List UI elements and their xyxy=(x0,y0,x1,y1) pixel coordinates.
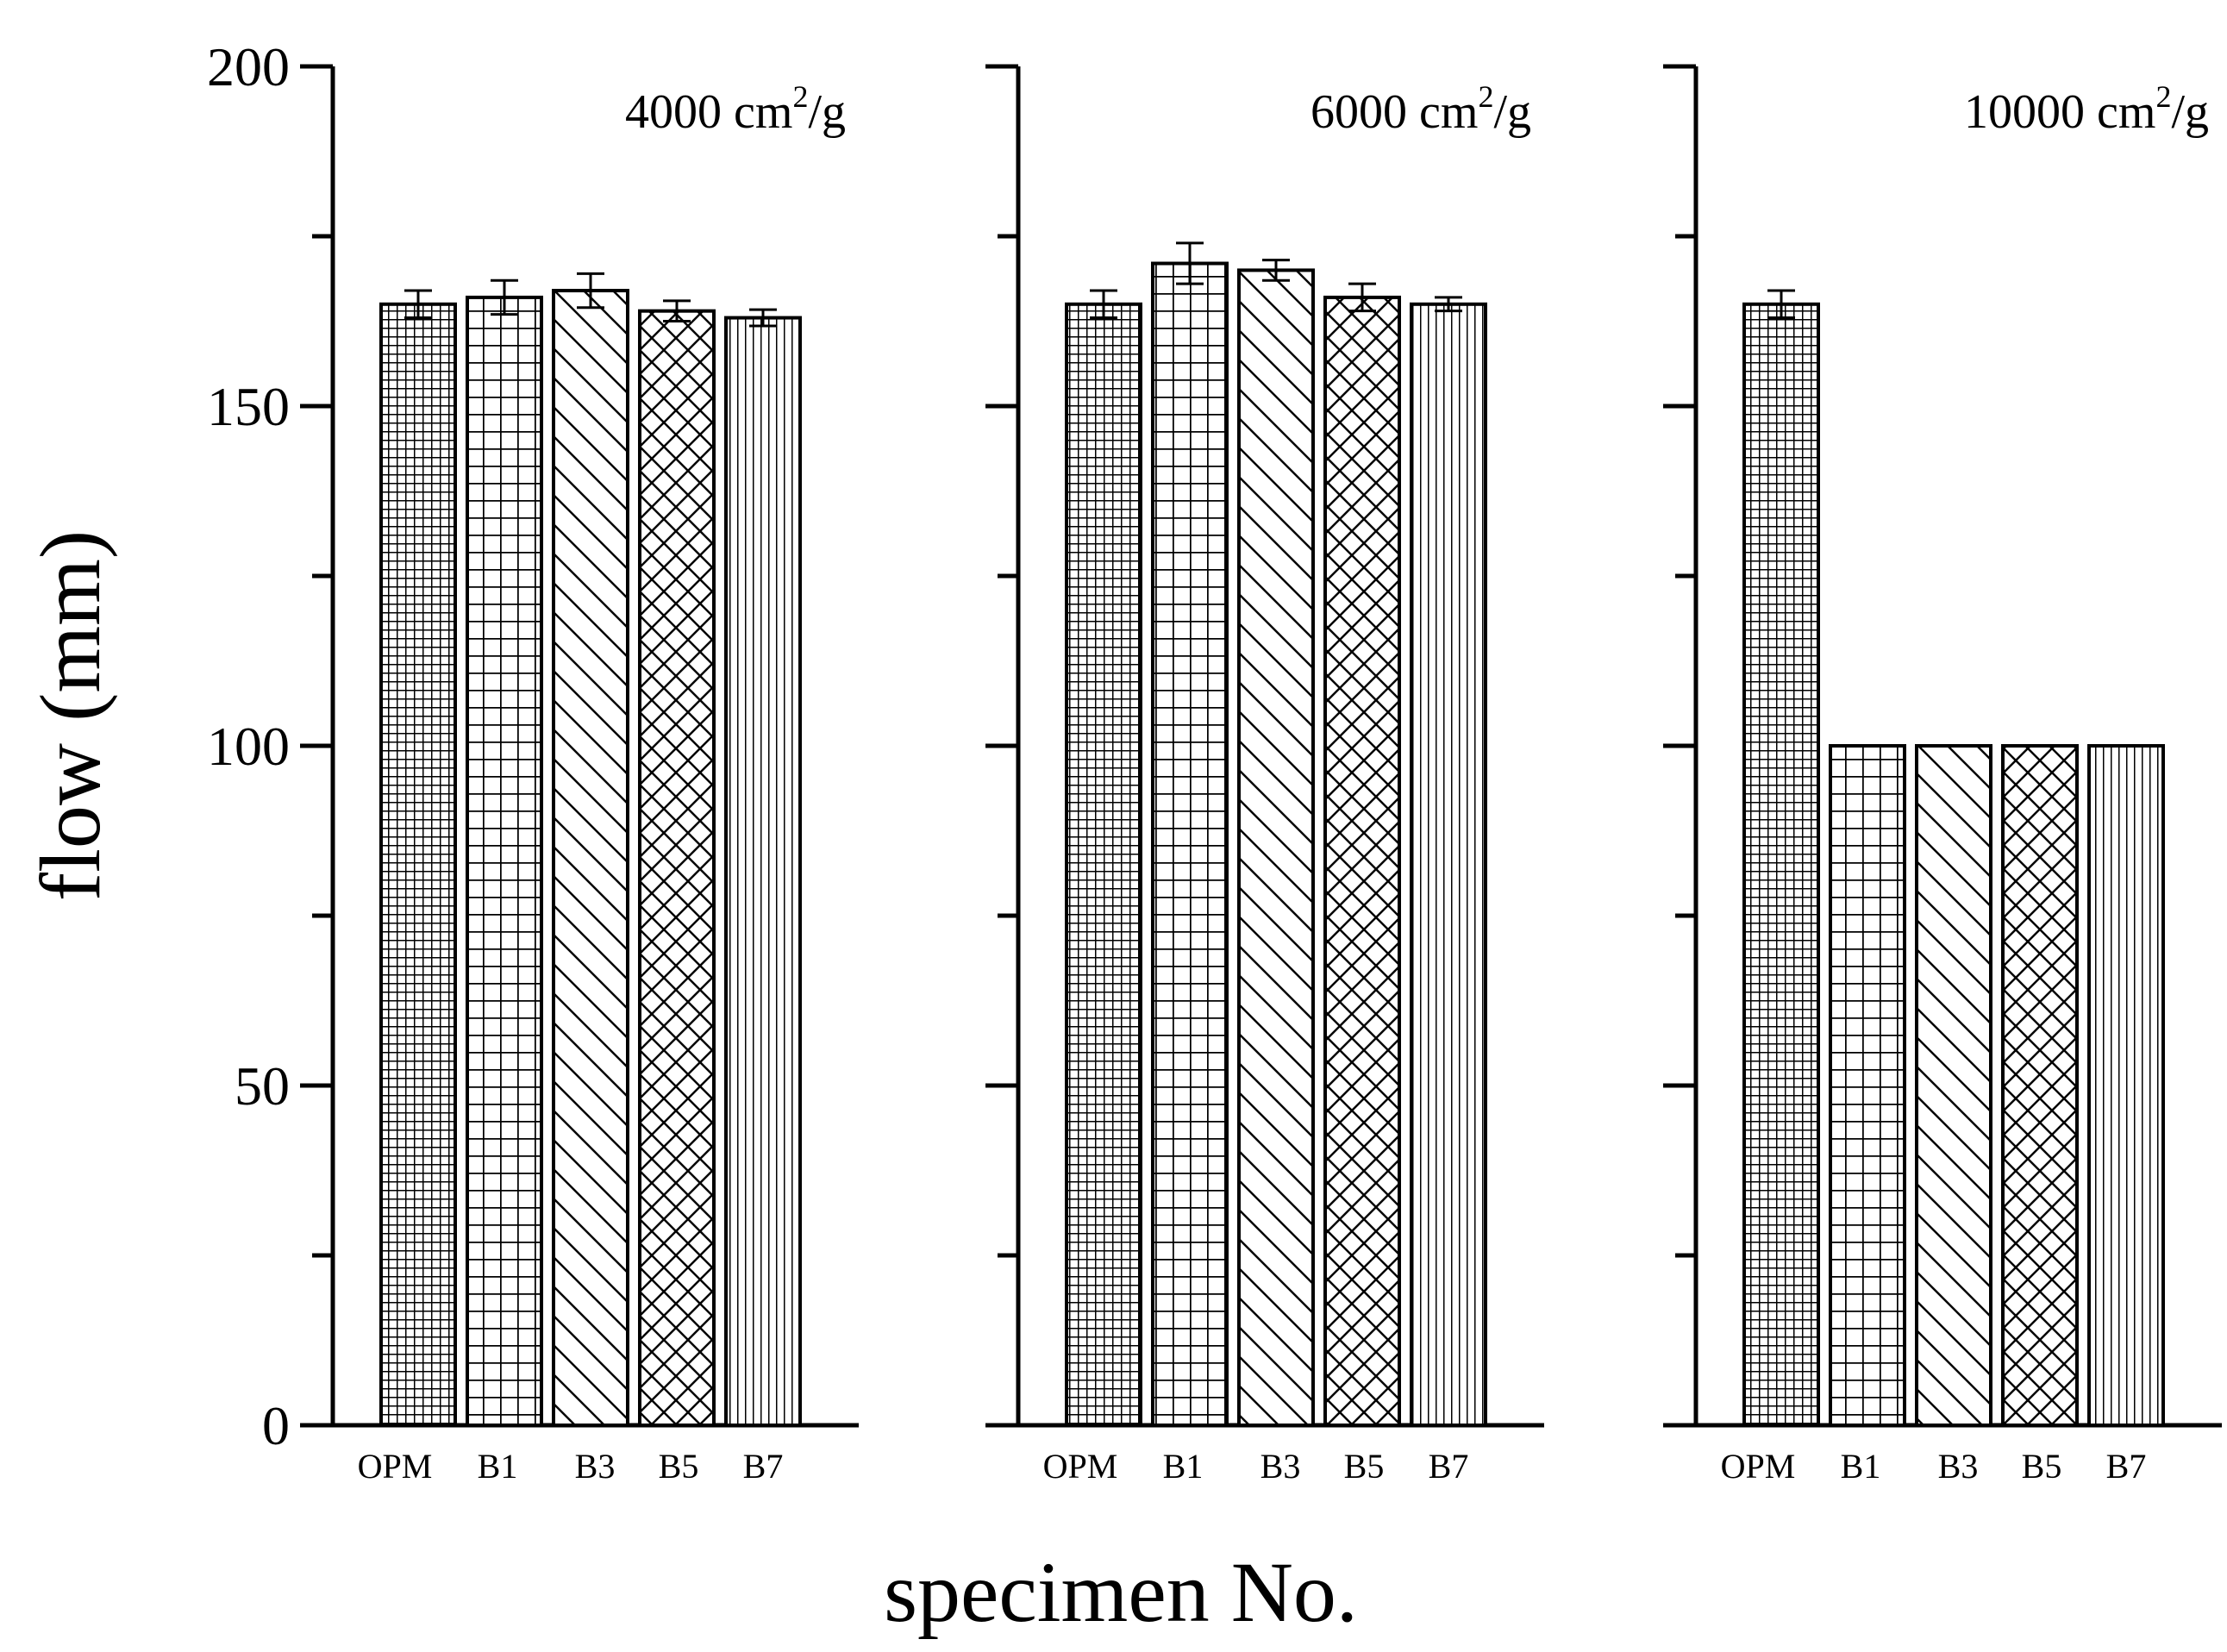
bar-b5 xyxy=(1323,295,1401,1427)
bar-b5 xyxy=(2001,744,2079,1427)
bar-opm xyxy=(1742,302,1820,1427)
bar-b7 xyxy=(2087,744,2165,1427)
category-label: B1 xyxy=(478,1447,518,1486)
y-tick-label: 100 xyxy=(207,716,290,777)
bar-b1 xyxy=(1151,261,1229,1427)
bar-opm xyxy=(1065,302,1142,1427)
panel-1: 0 50 100 150 200 4000 cm2/g OPM B1 B3 B5 B7 xyxy=(207,36,859,1486)
bar-b3 xyxy=(1915,744,1992,1427)
category-label: B1 xyxy=(1841,1447,1881,1486)
category-label: OPM xyxy=(1043,1447,1118,1486)
x-axis-title: specimen No. xyxy=(884,1544,1358,1640)
category-label: B5 xyxy=(659,1447,699,1486)
category-label: B5 xyxy=(2022,1447,2062,1486)
error-bar xyxy=(663,299,691,322)
error-bar xyxy=(577,272,604,310)
error-bar xyxy=(491,278,518,316)
panel-label: 4000 cm2/g xyxy=(625,79,846,139)
category-label: B7 xyxy=(1429,1447,1469,1486)
panel-label: 10000 cm2/g xyxy=(1964,79,2209,139)
panel-3: 10000 cm2/g OPM B1 B3 B5 B7 xyxy=(1663,64,2222,1486)
bar-b3 xyxy=(552,289,629,1427)
error-bar xyxy=(1435,296,1462,313)
category-label: B3 xyxy=(1261,1447,1301,1486)
category-label: B1 xyxy=(1163,1447,1204,1486)
bar-b3 xyxy=(1237,268,1315,1427)
bar-b7 xyxy=(1410,302,1487,1427)
y-tick-label: 200 xyxy=(207,36,290,97)
category-label: B7 xyxy=(2106,1447,2147,1486)
bar-b5 xyxy=(638,309,716,1427)
bar-b7 xyxy=(724,316,802,1427)
panel-label: 6000 cm2/g xyxy=(1311,79,1531,139)
category-label: B3 xyxy=(575,1447,616,1486)
error-bar xyxy=(1348,282,1376,313)
bar-b1 xyxy=(466,295,543,1427)
category-label: OPM xyxy=(358,1447,433,1486)
error-bar xyxy=(1176,241,1204,285)
category-label: B3 xyxy=(1938,1447,1979,1486)
error-bar xyxy=(1262,259,1290,282)
error-bar xyxy=(404,289,432,320)
bar-opm xyxy=(379,302,457,1427)
y-tick-label: 50 xyxy=(235,1055,290,1117)
category-label: B5 xyxy=(1344,1447,1385,1486)
y-tick-label: 150 xyxy=(207,376,290,437)
error-bar xyxy=(1767,289,1795,320)
svg-text:flow (mm): flow (mm) xyxy=(22,530,118,901)
category-label: OPM xyxy=(1721,1447,1796,1486)
y-tick-label: 0 xyxy=(262,1395,290,1456)
bar-b1 xyxy=(1829,744,1906,1427)
y-axis-title: flow (mm) xyxy=(22,530,118,901)
category-label: B7 xyxy=(743,1447,784,1486)
panel-2: 6000 cm2/g OPM B1 B3 B5 B7 xyxy=(985,64,1544,1486)
error-bar xyxy=(1090,289,1117,320)
error-bar xyxy=(749,308,777,328)
